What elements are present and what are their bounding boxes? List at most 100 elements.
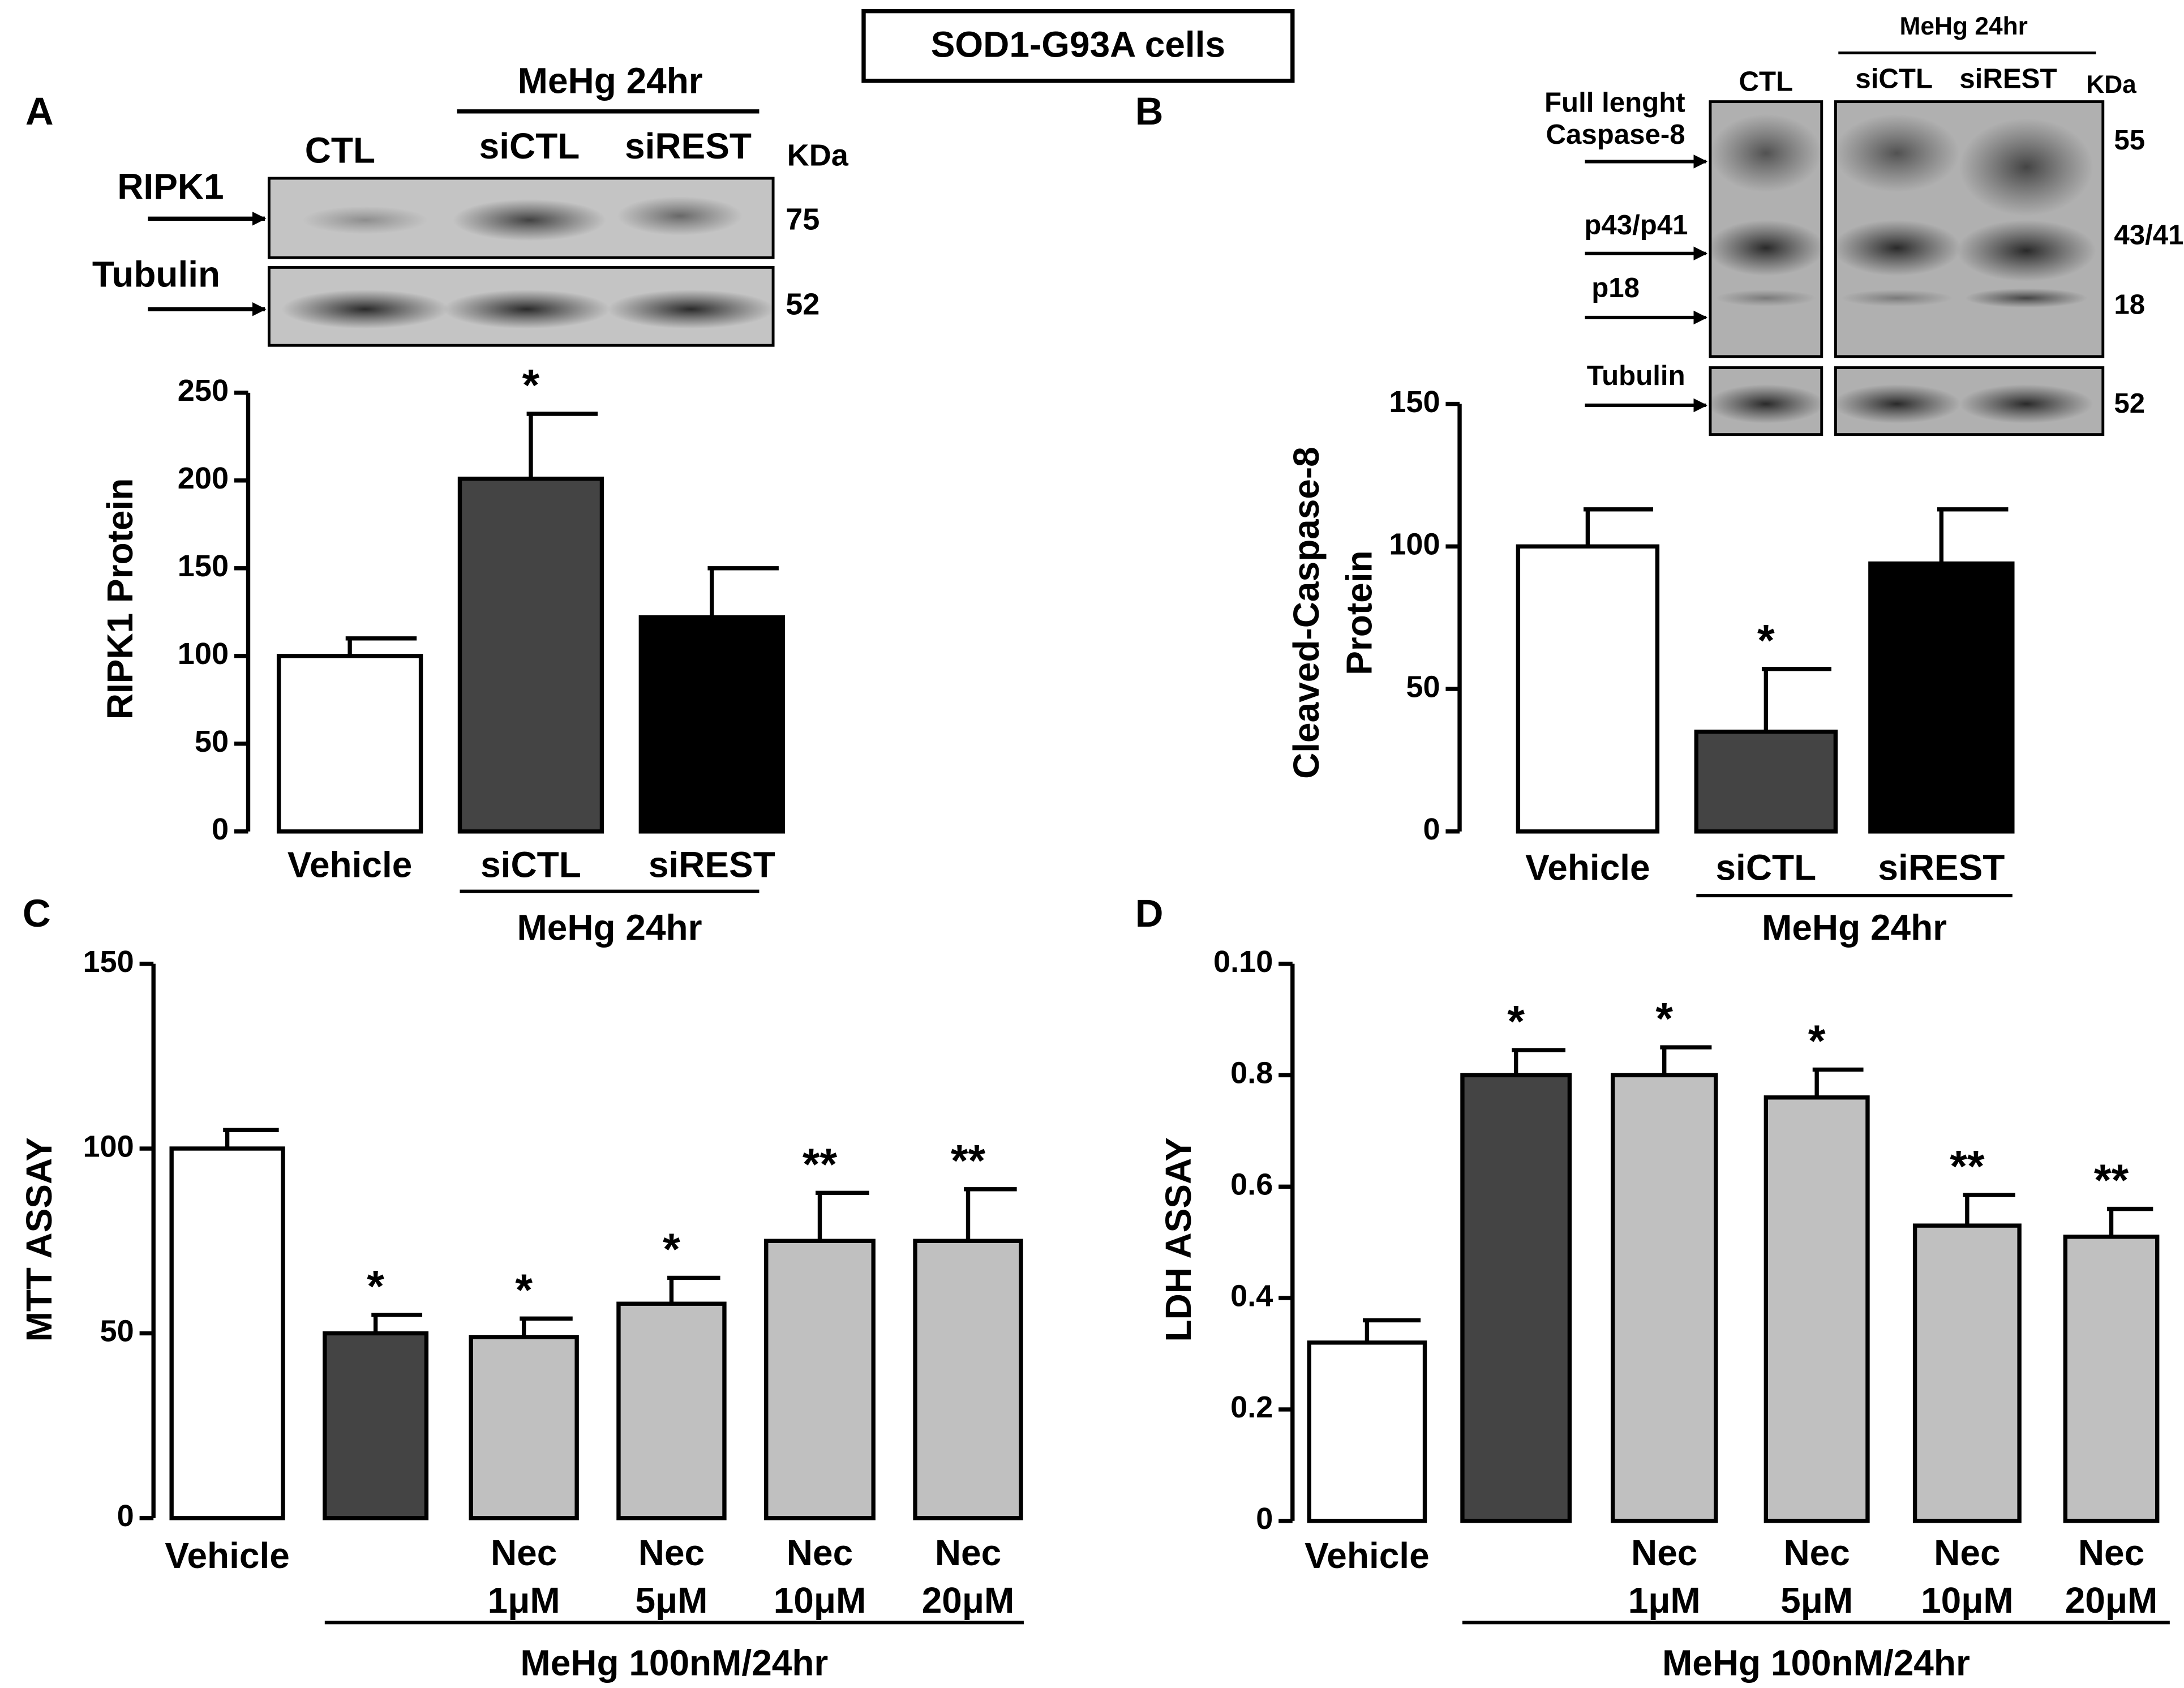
bar — [638, 615, 785, 834]
x-tick-label: 20μM — [922, 1580, 1015, 1621]
bar — [469, 1335, 579, 1520]
unit-label: KDa — [787, 138, 849, 172]
band — [617, 196, 743, 235]
annotation: * — [1757, 615, 1775, 665]
size-label: 18 — [2114, 289, 2145, 320]
y-tick-label: 100 — [83, 1129, 134, 1163]
x-tick-label: 10μM — [1921, 1580, 2014, 1621]
bar — [1694, 729, 1838, 834]
annotation: ** — [951, 1136, 986, 1185]
band-label: Tubulin — [92, 254, 220, 295]
annotation: ** — [803, 1139, 838, 1189]
annotation: ** — [1950, 1142, 1985, 1192]
y-axis-label: MTT ASSAY — [19, 1137, 59, 1342]
band-label: Full lenght — [1544, 87, 1685, 118]
x-tick-label: siREST — [649, 845, 775, 885]
bar — [1610, 1073, 1718, 1523]
panel-label: D — [1135, 892, 1164, 935]
band — [443, 289, 611, 329]
y-axis-label: RIPK1 Protein — [100, 478, 140, 720]
y-tick-label: 250 — [178, 374, 229, 408]
annotation: * — [663, 1224, 680, 1274]
annotation: * — [1507, 997, 1525, 1047]
y-tick-label: 150 — [178, 549, 229, 583]
x-tick-label: 1μM — [488, 1580, 560, 1621]
bar — [616, 1301, 727, 1520]
x-tick-label: 20μM — [2065, 1580, 2158, 1621]
x-tick-label: Nec — [935, 1532, 1001, 1573]
group-label: MeHg 24hr — [517, 907, 702, 948]
lane-label: CTL — [1739, 66, 1793, 97]
annotation: * — [515, 1265, 533, 1315]
panel-label: A — [25, 89, 54, 133]
y-axis-label: Protein — [1339, 550, 1380, 675]
x-tick-label: siCTL — [480, 845, 581, 885]
band — [1833, 220, 1961, 276]
size-label: 43/41 — [2114, 219, 2183, 250]
annotation: ** — [2094, 1155, 2129, 1205]
blot-group: MeHg 24hr — [518, 61, 703, 101]
bar — [764, 1239, 876, 1520]
band — [1959, 118, 2093, 216]
band — [1707, 384, 1825, 423]
x-tick-label: Nec — [1934, 1532, 2000, 1573]
x-tick-label: 5μM — [1780, 1580, 1853, 1621]
y-tick-label: 0.2 — [1230, 1390, 1273, 1424]
y-tick-label: 0.10 — [1213, 945, 1273, 979]
x-tick-label: Nec — [1783, 1532, 1850, 1573]
x-tick-label: Nec — [787, 1532, 853, 1573]
bar-chart: A 0 50 100 150 200 250 RIPK1 Protein Vehicle * siC… — [25, 89, 785, 948]
size-label: 52 — [2114, 388, 2145, 419]
bar — [457, 477, 604, 834]
band — [281, 289, 449, 329]
band — [1707, 220, 1825, 276]
y-tick-label: 150 — [1389, 385, 1440, 419]
band — [1956, 220, 2096, 281]
bar — [1912, 1223, 2022, 1523]
band — [1841, 289, 1953, 307]
bar — [1307, 1340, 1427, 1523]
y-tick-label: 0 — [117, 1499, 134, 1533]
unit-label: KDa — [2086, 71, 2136, 98]
x-tick-label: Vehicle — [1305, 1535, 1430, 1576]
lane-label: siCTL — [479, 126, 580, 166]
x-tick-label: 5μM — [635, 1580, 707, 1621]
title-box — [861, 8, 1295, 83]
bar — [2063, 1235, 2160, 1523]
bar — [276, 654, 423, 834]
x-tick-label: 1μM — [1628, 1580, 1701, 1621]
blot-b: MeHg 24hr CTL siCTL siREST KDa Full leng… — [1544, 12, 2184, 436]
annotation: * — [1808, 1016, 1826, 1066]
blot-group: MeHg 24hr — [1900, 12, 2028, 40]
group-label: MeHg 24hr — [1762, 907, 1947, 948]
bar — [1868, 561, 2015, 834]
y-tick-label: 50 — [195, 725, 229, 759]
band — [1710, 114, 1822, 192]
bar-chart: B 0 50 100 150 Cleaved-Caspase-8 Protein Vehicl… — [1135, 89, 2015, 948]
bar — [323, 1331, 429, 1520]
bar — [169, 1146, 285, 1520]
x-tick-label: Nec — [1631, 1532, 1697, 1573]
blot-a: MeHg 24hr CTL siCTL siREST KDa RIPK1 Tub… — [92, 61, 849, 347]
x-tick-label: Vehicle — [1525, 847, 1650, 888]
y-tick-label: 0.6 — [1230, 1168, 1273, 1202]
x-tick-label: siCTL — [1715, 847, 1816, 888]
band-label: RIPK1 — [117, 166, 224, 207]
bar — [1516, 544, 1660, 834]
group-label: MeHg 100nM/24hr — [1662, 1643, 1970, 1683]
y-axis-label: LDH ASSAY — [1158, 1137, 1199, 1342]
bar — [913, 1239, 1023, 1520]
y-tick-label: 50 — [100, 1314, 134, 1348]
lane-label: siREST — [625, 126, 752, 166]
annotation: * — [522, 361, 540, 410]
size-label: 52 — [786, 288, 819, 322]
panel-label: B — [1135, 89, 1164, 133]
annotation: * — [367, 1261, 384, 1311]
band — [1959, 384, 2093, 423]
lane-label: siCTL — [1855, 63, 1933, 95]
x-tick-label: Nec — [491, 1532, 557, 1573]
